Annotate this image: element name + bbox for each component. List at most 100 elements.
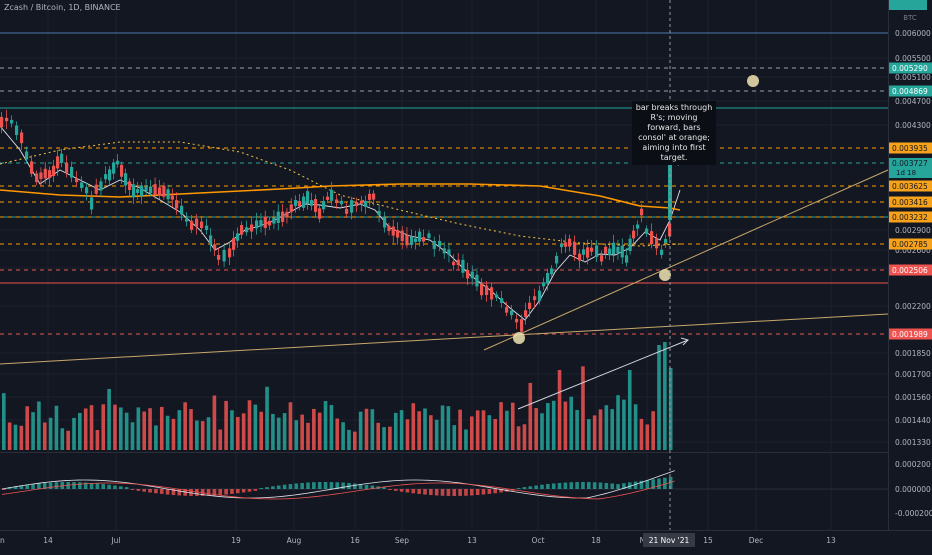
volume-bar-36 [212,395,217,450]
volume-bar-24 [142,411,146,450]
volume-bar-95 [557,370,562,450]
volume-bar-98 [575,410,579,450]
volume-bar-83 [487,415,492,450]
time-tick-12: 13 [826,536,836,545]
candle-body [414,238,418,242]
time-tick-6: 13 [467,536,477,545]
volume-bar-66 [388,426,392,450]
candle-body [505,307,509,313]
price-tick-10: 0.001700 [895,370,931,379]
osc-bar-70 [411,489,416,494]
level-label-7: 0.002785 [892,240,928,249]
candle-body [0,116,4,128]
price-axis-top-tag [889,0,927,10]
candle-body [228,248,232,258]
price-tick-4: 0.004300 [895,121,931,130]
candle-body [236,233,240,241]
volume-bar-39 [230,410,234,450]
volume-bar-4 [25,406,29,450]
volume-bar-14 [83,408,88,450]
volume-bar-22 [130,422,135,450]
candle-body [555,255,559,264]
candle-body [322,201,326,210]
osc-bar-65 [382,487,386,489]
candle-body [263,216,267,229]
osc-bar-56 [329,482,334,489]
candle-body [396,230,400,238]
candle-body [355,202,359,207]
price-tick-5: 0.002900 [895,226,931,235]
candle-body [255,220,259,229]
volume-bar-90 [528,382,533,450]
volume-bar-62 [364,408,369,450]
time-tick-8: 18 [591,536,601,545]
candle-body [660,249,664,255]
osc-bar-38 [224,489,228,495]
volume-bar-29 [171,418,176,450]
candle-body [326,196,330,200]
volume-bar-78 [458,409,462,450]
osc-bar-92 [540,484,544,489]
price-tick-13: 0.001330 [895,438,931,447]
candle-body [213,244,217,250]
level-label-0: 0.005290 [892,64,928,73]
volume-bar-32 [189,409,193,450]
osc-bar-113 [663,477,667,489]
pivot-marker-low [513,332,525,344]
volume-bar-33 [195,420,199,450]
volume-bar-10 [60,428,65,450]
time-tick-2: 19 [231,536,241,545]
candle-body [360,200,364,204]
candle-body [456,259,460,266]
volume-bar-28 [165,415,170,450]
volume-bar-59 [347,429,351,450]
candle-body [636,224,640,229]
osc-bar-27 [159,489,164,494]
candle-body [442,248,446,254]
level-label-6: 0.003232 [892,213,928,222]
candle-body [276,211,280,224]
candle-body [405,234,409,246]
candle-body [345,208,349,214]
volume-bar-8 [48,417,53,450]
candle-body [564,242,568,247]
volume-bar-46 [271,413,275,450]
osc-bar-28 [165,489,170,495]
volume-bar-114 [668,368,673,450]
level-label-bg-3 [889,158,932,178]
volume-bar-108 [633,404,638,450]
price-tick-3: 0.004700 [895,97,931,106]
osc-bar-96 [563,482,568,489]
candle-body [422,237,426,242]
osc-bar-106 [622,483,626,489]
annotation-callout[interactable]: bar breaks through R's; moving forward, … [632,101,716,165]
candle-body [418,231,422,242]
volume-bar-64 [376,422,380,450]
volume-bar-50 [294,420,299,450]
volume-bar-113 [663,342,667,450]
candle-body [310,200,314,206]
candle-body [427,233,431,239]
price-tick-6: 0.002600 [895,246,931,255]
volume-bar-84 [493,418,497,450]
volume-bar-43 [253,404,258,450]
volume-bar-112 [657,345,661,450]
osc-bar-17 [101,484,106,489]
osc-bar-48 [282,484,287,489]
candle-body [294,200,298,206]
candle-body [383,217,387,228]
price-tick-2: 0.005100 [895,73,931,82]
volume-bar-21 [124,412,129,450]
candle-body [209,235,213,244]
candle-body [140,185,144,197]
candle-body [52,165,56,177]
osc-bar-53 [312,482,316,489]
osc-bar-18 [107,484,111,489]
crosshair-date-bg [643,533,695,547]
candle-body [524,310,528,318]
volume-bar-91 [534,408,538,450]
candle-body [90,197,94,210]
candle-body [5,117,9,122]
volume-bar-106 [622,399,626,450]
